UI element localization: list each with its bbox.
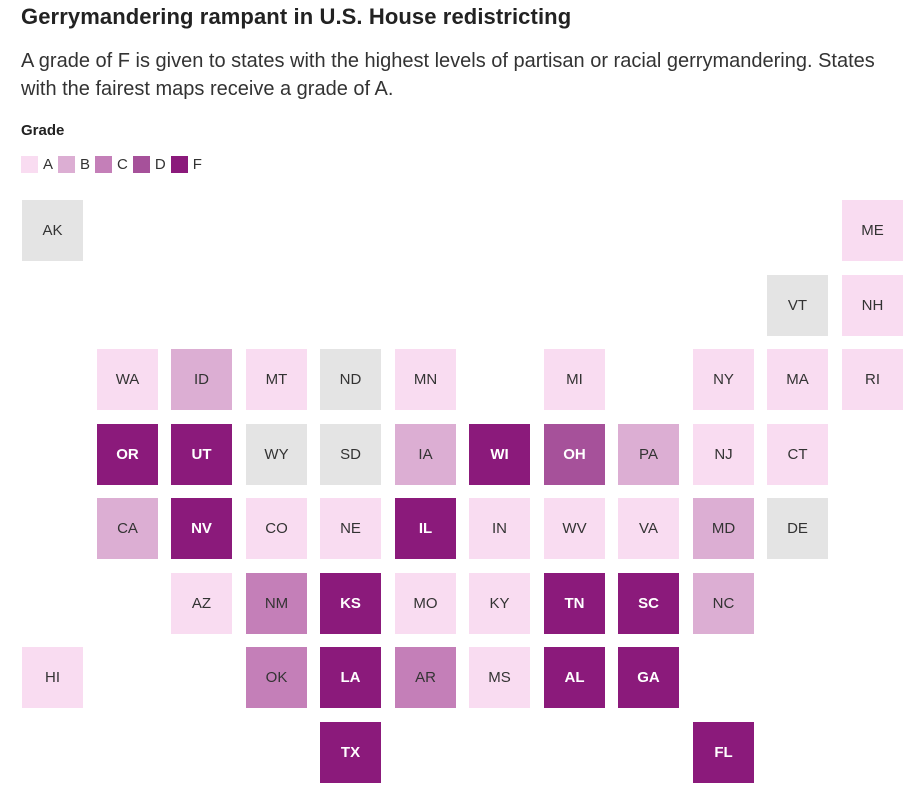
legend-swatch-a: [21, 156, 38, 173]
state-tile-nc: NC: [693, 573, 754, 634]
state-tile-wi: WI: [469, 424, 530, 485]
legend-item-b: B: [58, 156, 90, 173]
state-tile-in: IN: [469, 498, 530, 559]
chart-title: Gerrymandering rampant in U.S. House red…: [21, 4, 572, 29]
state-tile-ia: IA: [395, 424, 456, 485]
state-tile-or: OR: [97, 424, 158, 485]
state-tile-mn: MN: [395, 349, 456, 410]
state-tile-hi: HI: [22, 647, 83, 708]
legend-item-c: C: [95, 156, 128, 173]
state-tile-mt: MT: [246, 349, 307, 410]
state-tile-nh: NH: [842, 275, 903, 336]
legend-label-c: C: [117, 156, 128, 173]
state-tile-sc: SC: [618, 573, 679, 634]
state-tile-id: ID: [171, 349, 232, 410]
state-tile-ct: CT: [767, 424, 828, 485]
state-tile-ok: OK: [246, 647, 307, 708]
state-tile-nm: NM: [246, 573, 307, 634]
state-tile-nj: NJ: [693, 424, 754, 485]
legend-swatch-b: [58, 156, 76, 173]
state-tile-ma: MA: [767, 349, 828, 410]
legend-label-a: A: [43, 156, 54, 173]
state-tile-pa: PA: [618, 424, 679, 485]
state-tile-mi: MI: [544, 349, 605, 410]
legend-title: Grade: [21, 122, 65, 139]
state-tile-wa: WA: [97, 349, 158, 410]
state-tile-ks: KS: [320, 573, 381, 634]
grade-legend: A B C D F: [21, 156, 207, 173]
state-tile-vt: VT: [767, 275, 828, 336]
state-tile-az: AZ: [171, 573, 232, 634]
state-tile-co: CO: [246, 498, 307, 559]
state-tile-al: AL: [544, 647, 605, 708]
state-tile-ak: AK: [22, 200, 83, 261]
legend-item-f: F: [170, 156, 202, 173]
state-tile-nd: ND: [320, 349, 381, 410]
legend-swatch-d: [132, 156, 150, 173]
legend-item-d: D: [132, 156, 166, 173]
state-tile-de: DE: [767, 498, 828, 559]
state-tile-la: LA: [320, 647, 381, 708]
state-tile-tx: TX: [320, 722, 381, 783]
state-tile-ms: MS: [469, 647, 530, 708]
chart-subtitle: A grade of F is given to states with the…: [21, 50, 875, 100]
state-tile-ri: RI: [842, 349, 903, 410]
state-tile-tn: TN: [544, 573, 605, 634]
state-tile-oh: OH: [544, 424, 605, 485]
state-tile-sd: SD: [320, 424, 381, 485]
state-tile-md: MD: [693, 498, 754, 559]
state-tile-wy: WY: [246, 424, 307, 485]
state-tile-ky: KY: [469, 573, 530, 634]
state-tile-mo: MO: [395, 573, 456, 634]
state-tile-ar: AR: [395, 647, 456, 708]
legend-label-f: F: [192, 156, 202, 173]
state-tile-ca: CA: [97, 498, 158, 559]
state-tile-ga: GA: [618, 647, 679, 708]
state-tile-ne: NE: [320, 498, 381, 559]
state-tile-me: ME: [842, 200, 903, 261]
legend-item-a: A: [21, 156, 53, 173]
legend-label-d: D: [154, 156, 166, 173]
state-tile-va: VA: [618, 498, 679, 559]
state-tile-nv: NV: [171, 498, 232, 559]
state-tile-ut: UT: [171, 424, 232, 485]
state-tile-ny: NY: [693, 349, 754, 410]
state-tile-fl: FL: [693, 722, 754, 783]
legend-swatch-f: [170, 156, 188, 173]
legend-label-b: B: [80, 156, 91, 173]
state-tile-wv: WV: [544, 498, 605, 559]
state-tile-il: IL: [395, 498, 456, 559]
legend-swatch-c: [95, 156, 113, 173]
